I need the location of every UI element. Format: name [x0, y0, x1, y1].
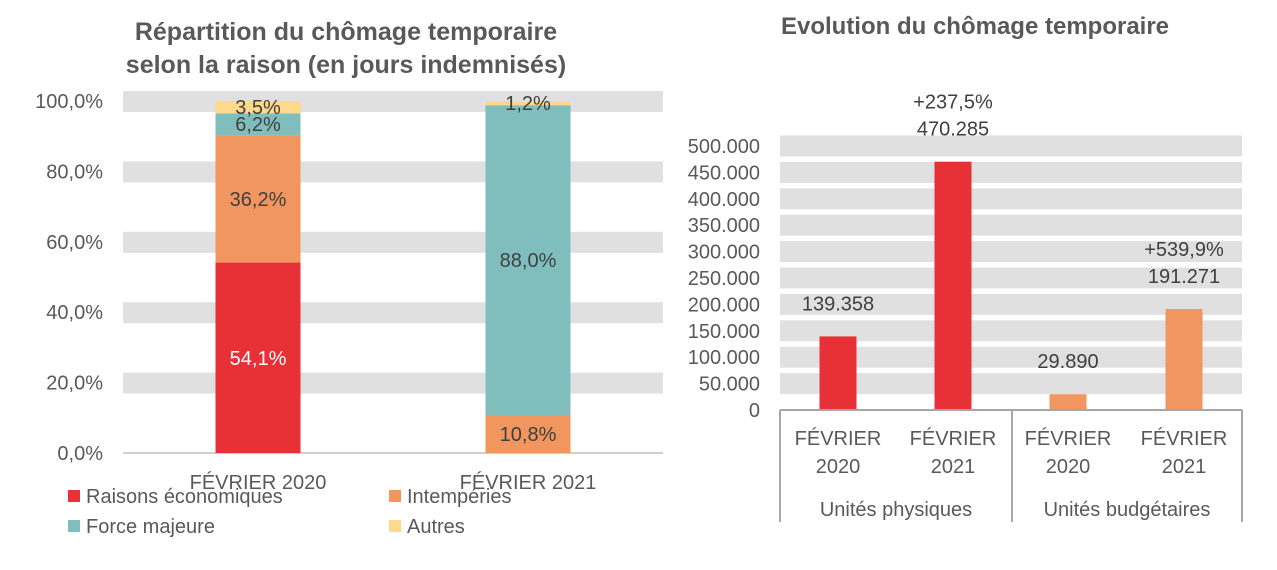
gridband: [780, 135, 1242, 157]
y-tick-label: 50.000: [699, 374, 760, 396]
y-tick-label: 350.000: [688, 215, 760, 237]
legend-label: Autres: [407, 516, 465, 538]
y-tick-label: 500.000: [688, 136, 760, 158]
data-label: 54,1%: [230, 348, 287, 370]
gridband: [780, 161, 1242, 183]
x-tick-label: FÉVRIER: [795, 427, 882, 450]
y-tick-label: 400.000: [688, 189, 760, 211]
gridband: [780, 214, 1242, 236]
gridband: [780, 373, 1242, 395]
x-tick-label: 2021: [931, 456, 976, 478]
x-tick-label: 2020: [816, 456, 861, 478]
group-label: Unités budgétaires: [1044, 499, 1211, 521]
x-tick-label: 2021: [1162, 456, 1207, 478]
chart-title: Evolution du chômage temporaire: [781, 13, 1169, 40]
data-label: 6,2%: [235, 114, 281, 136]
y-tick-label: 80,0%: [46, 161, 103, 183]
gridband: [780, 293, 1242, 315]
bar-segment: [215, 135, 301, 263]
y-tick-label: 100.000: [688, 347, 760, 369]
x-tick-label: FÉVRIER 2020: [190, 471, 327, 494]
data-label: 1,2%: [505, 93, 551, 115]
legend-swatch: [68, 490, 80, 502]
y-tick-label: 450.000: [688, 162, 760, 184]
data-label: 29.890: [1037, 351, 1098, 373]
y-tick-label: 40,0%: [46, 302, 103, 324]
legend-label: Raisons économiques: [86, 486, 283, 508]
x-tick-label: FÉVRIER: [910, 427, 997, 450]
x-tick-label: FÉVRIER 2021: [460, 471, 597, 494]
gridband: [123, 91, 663, 112]
data-label: 10,8%: [500, 424, 557, 446]
legend-swatch: [389, 490, 401, 502]
bar-segment: [485, 105, 571, 415]
y-tick-label: 250.000: [688, 268, 760, 290]
gridband: [780, 188, 1242, 210]
legend-label: Intempéries: [407, 486, 512, 508]
bar-segment: [215, 101, 301, 114]
data-label: 470.285: [917, 119, 989, 141]
chart-title: selon la raison (en jours indemnisés): [126, 51, 566, 79]
data-label: 3,5%: [235, 97, 281, 119]
y-tick-label: 150.000: [688, 321, 760, 343]
y-tick-label: 0,0%: [57, 443, 103, 465]
group-label: Unités physiques: [820, 499, 972, 521]
bar: [934, 161, 972, 410]
y-tick-label: 60,0%: [46, 232, 103, 254]
bar-segment: [215, 113, 301, 136]
bar: [1049, 394, 1087, 410]
data-label: 36,2%: [230, 189, 287, 211]
legend-label: Force majeure: [86, 516, 215, 538]
legend-swatch: [389, 520, 401, 532]
data-label: 191.271: [1148, 266, 1220, 288]
gridband: [123, 231, 663, 253]
x-tick-label: FÉVRIER: [1025, 427, 1112, 450]
data-label: +539,9%: [1144, 239, 1224, 261]
gridband: [780, 241, 1242, 263]
y-tick-label: 20,0%: [46, 373, 103, 395]
gridband: [123, 302, 663, 324]
bar-segment: [485, 101, 571, 106]
gridband: [780, 320, 1242, 342]
chart-title: Répartition du chômage temporaire: [135, 18, 557, 46]
x-tick-label: FÉVRIER: [1141, 427, 1228, 450]
data-label: 88,0%: [500, 250, 557, 272]
gridband: [780, 267, 1242, 289]
y-tick-label: 100,0%: [35, 91, 103, 113]
legend-swatch: [68, 520, 80, 532]
bar-segment: [485, 414, 571, 453]
x-tick-label: 2020: [1046, 456, 1091, 478]
gridband: [780, 346, 1242, 368]
bar-segment: [215, 262, 301, 453]
y-tick-label: 200.000: [688, 294, 760, 316]
data-label: 139.358: [802, 293, 874, 315]
y-tick-label: 0: [749, 400, 760, 422]
bar: [1165, 309, 1203, 410]
gridband: [123, 161, 663, 183]
data-label: +237,5%: [913, 92, 993, 114]
bar: [819, 336, 857, 410]
gridband: [123, 372, 663, 394]
y-tick-label: 300.000: [688, 242, 760, 264]
